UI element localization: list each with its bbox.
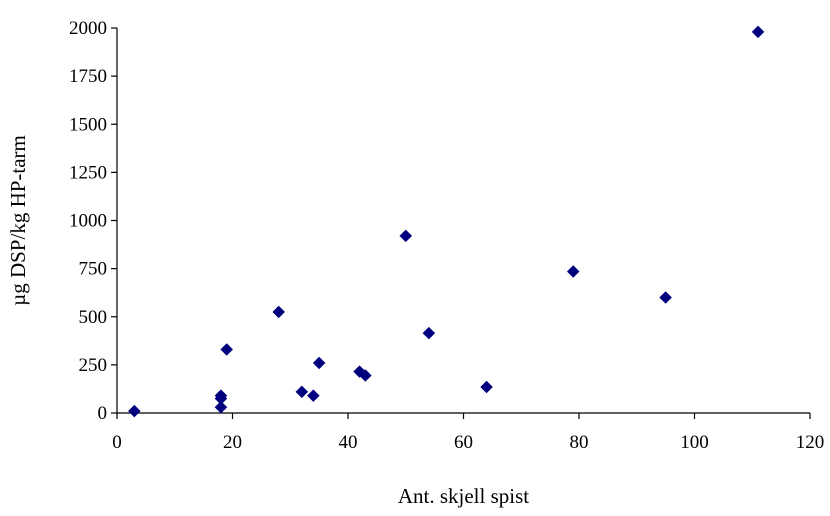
y-tick-label: 1500 <box>69 114 107 135</box>
data-point <box>399 229 413 243</box>
data-point <box>480 380 493 394</box>
data-points <box>127 25 765 418</box>
data-point <box>214 400 228 414</box>
y-tick-label: 0 <box>98 403 108 424</box>
y-tick-label: 1250 <box>69 162 107 183</box>
data-point <box>272 305 286 319</box>
x-tick-label: 40 <box>339 432 358 453</box>
x-tick-label: 100 <box>680 432 709 453</box>
y-tick-label: 1750 <box>69 66 107 87</box>
x-tick-label: 0 <box>112 432 122 453</box>
data-point <box>306 389 320 403</box>
data-point <box>220 343 234 356</box>
x-tick-label: 120 <box>796 432 825 453</box>
data-point <box>358 369 372 382</box>
data-point <box>659 291 672 304</box>
x-tick-label: 20 <box>223 432 242 453</box>
y-tick-label: 500 <box>79 307 108 328</box>
data-point <box>295 385 309 399</box>
y-tick-label: 1000 <box>69 211 107 232</box>
data-point <box>422 326 436 340</box>
x-ticks: 0 20 40 60 80 100 120 <box>112 413 824 453</box>
data-point <box>566 265 580 278</box>
x-tick-label: 60 <box>454 432 473 453</box>
x-tick-label: 80 <box>570 432 589 453</box>
y-axis-title: µg DSP/kg HP-tarm <box>6 135 30 306</box>
data-point <box>312 356 326 370</box>
y-tick-label: 2000 <box>69 18 107 39</box>
y-tick-label: 250 <box>79 355 108 376</box>
y-ticks: 0 250 500 750 1000 1250 1500 1750 2000 <box>69 18 117 424</box>
data-point <box>751 25 765 39</box>
y-tick-label: 750 <box>79 259 108 280</box>
x-axis-title: Ant. skjell spist <box>398 484 529 508</box>
data-point <box>127 404 141 418</box>
